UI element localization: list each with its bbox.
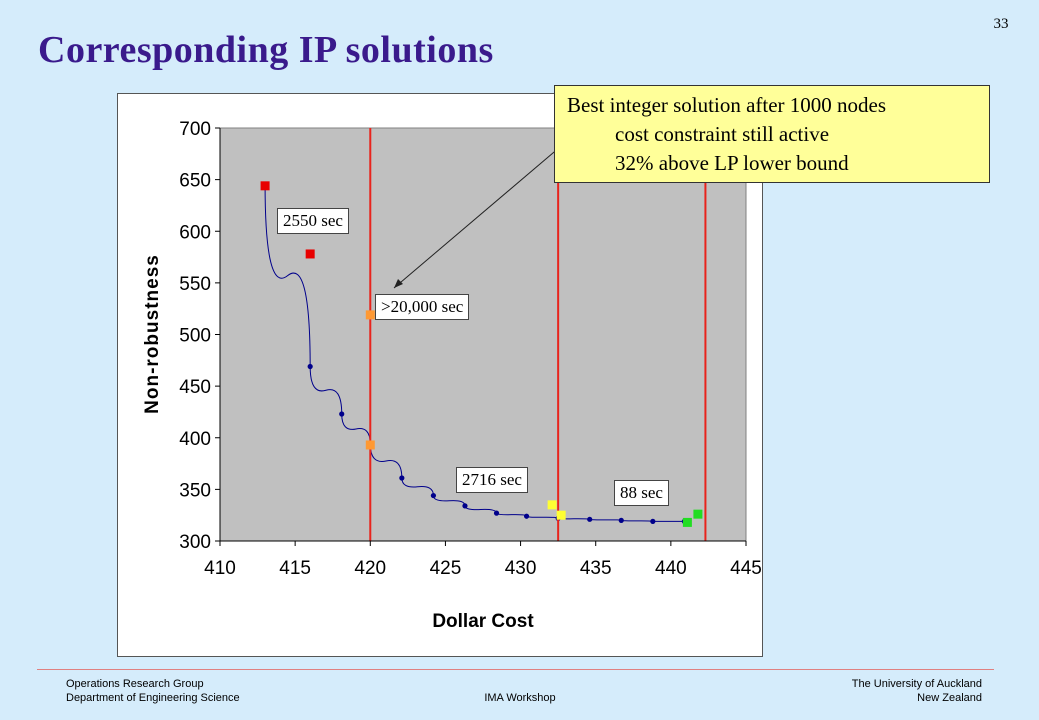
best-solution-callout: Best integer solution after 1000 nodes c…: [554, 85, 990, 183]
frontier-point: [493, 510, 500, 516]
footer-right: The University of Auckland New Zealand: [852, 677, 982, 705]
callout-line-1: Best integer solution after 1000 nodes: [567, 93, 887, 117]
footer-department: Department of Engineering Science: [66, 692, 240, 704]
ip-solution-marker: [693, 509, 703, 519]
y-tick-label: 300: [179, 532, 211, 553]
x-tick-label: 445: [730, 558, 762, 579]
annotation-2550-sec: 2550 sec: [277, 208, 349, 234]
y-tick-label: 550: [179, 274, 211, 295]
slide-title: Corresponding IP solutions: [38, 29, 494, 71]
ip-solution-marker: [682, 517, 692, 527]
annotation-2716-sec: 2716 sec: [456, 467, 528, 493]
y-tick-label: 450: [179, 377, 211, 398]
frontier-point: [462, 503, 468, 509]
axes: 300 350 400 450 500 550 600 650 700 410 415 420 425 4…: [179, 119, 762, 579]
x-axis-label: Dollar Cost: [432, 611, 534, 632]
ip-solution-marker: [547, 500, 557, 510]
ip-solution-marker: [260, 181, 270, 191]
frontier-point: [587, 516, 593, 522]
frontier-point: [618, 517, 624, 523]
callout-line-2: cost constraint still active: [615, 122, 830, 146]
x-tick-label: 440: [655, 558, 687, 579]
footer-center: IMA Workshop: [484, 692, 556, 704]
cost-constraint-lines: [369, 128, 707, 541]
x-tick-label: 410: [204, 558, 236, 579]
y-axis-label: Non-robustness: [142, 254, 163, 414]
callout-arrow-head: [394, 279, 403, 288]
x-tick-label: 435: [580, 558, 612, 579]
annotation-20000-sec: >20,000 sec: [375, 294, 470, 320]
frontier-point: [523, 513, 530, 519]
frontier-point: [307, 363, 313, 370]
y-tick-label: 350: [179, 480, 211, 501]
y-tick-label: 400: [179, 429, 211, 450]
callout-arrow: [393, 146, 561, 289]
x-tick-label: 425: [430, 558, 462, 579]
x-tick-label: 420: [354, 558, 386, 579]
ip-solution-marker: [556, 510, 566, 520]
footer-divider: [37, 669, 994, 670]
ip-solution-marker: [365, 440, 375, 450]
frontier-point: [399, 475, 405, 481]
x-tick-label: 430: [505, 558, 537, 579]
footer-group-name: Operations Research Group: [66, 678, 204, 690]
frontier-line: [264, 184, 685, 522]
slide-number: 33: [993, 16, 1009, 32]
y-tick-label: 650: [179, 171, 211, 192]
ip-solution-points: [260, 181, 703, 527]
footer-left: Operations Research Group Department of …: [66, 677, 240, 705]
frontier-point: [430, 492, 437, 499]
y-tick-label: 600: [179, 222, 211, 243]
annotation-88-sec: 88 sec: [614, 480, 669, 506]
footer-country: New Zealand: [917, 692, 982, 704]
frontier-point: [339, 411, 345, 417]
y-tick-label: 700: [179, 119, 211, 140]
frontier-point: [650, 518, 656, 524]
y-tick-label: 500: [179, 326, 211, 347]
callout-line-3: 32% above LP lower bound: [615, 151, 849, 175]
ip-solution-marker: [365, 310, 375, 320]
x-tick-label: 415: [279, 558, 311, 579]
footer-university: The University of Auckland: [851, 678, 982, 690]
ip-solution-marker: [305, 249, 315, 259]
